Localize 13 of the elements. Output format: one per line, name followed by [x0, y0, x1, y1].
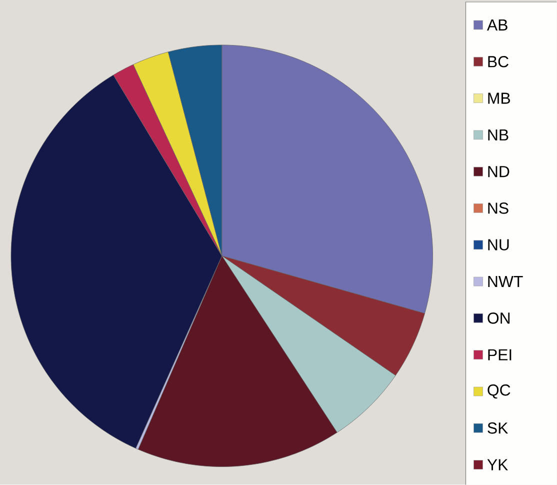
- legend-label: QC: [488, 384, 510, 399]
- legend-label: ON: [488, 312, 510, 324]
- legend-label: AB: [486, 19, 508, 30]
- legend-label: MB: [488, 92, 510, 104]
- legend-label: SK: [488, 422, 508, 434]
- legend-label: YK: [487, 459, 508, 470]
- legend-label: NU: [488, 239, 509, 250]
- legend-label: NB: [488, 129, 508, 140]
- legend-label: ND: [488, 166, 510, 178]
- legend-label: BC: [488, 56, 508, 68]
- legend-label: NWT: [488, 276, 523, 288]
- legend-label: NS: [488, 202, 508, 214]
- legend-label: PEI: [488, 349, 512, 360]
